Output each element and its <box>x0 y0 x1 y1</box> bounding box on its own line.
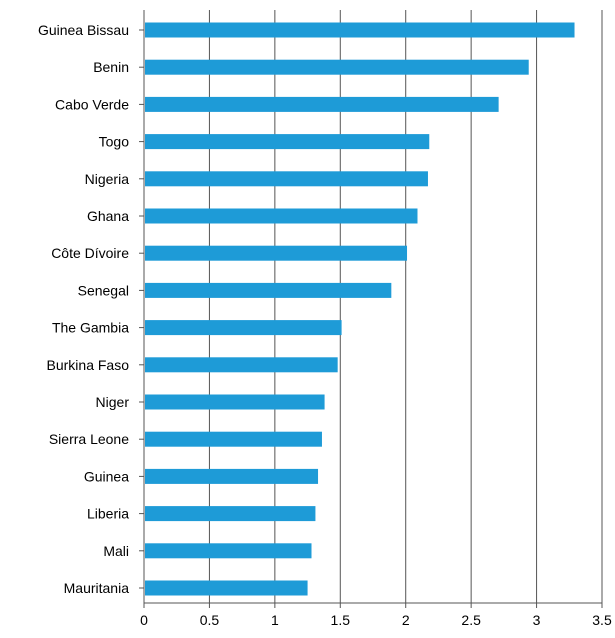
category-label: Mauritania <box>64 580 130 596</box>
x-tick-labels: 0 0.5 1 1.5 2 2.5 3 3.5 <box>140 612 612 628</box>
bar <box>145 59 529 75</box>
x-tick-label: 1.5 <box>331 612 351 628</box>
bar <box>145 320 342 336</box>
bar <box>145 134 430 150</box>
category-label: Côte Dívoire <box>51 245 129 261</box>
bar <box>145 580 308 596</box>
x-tick-label: 0.5 <box>200 612 220 628</box>
category-label: Mali <box>103 543 129 559</box>
category-label: Niger <box>96 394 130 410</box>
x-tick-label: 3 <box>533 612 541 628</box>
category-label: Guinea <box>84 468 129 484</box>
bar <box>145 431 322 447</box>
x-tick-label: 2.5 <box>461 612 481 628</box>
bar <box>145 245 408 261</box>
category-label: Togo <box>99 134 130 150</box>
bar <box>145 96 499 112</box>
category-label: Ghana <box>87 208 129 224</box>
bar <box>145 468 319 484</box>
axes <box>139 10 603 608</box>
x-tick-label: 0 <box>140 612 148 628</box>
category-label: The Gambia <box>52 320 129 336</box>
bars <box>145 22 575 596</box>
bar <box>145 208 418 224</box>
category-label: Guinea Bissau <box>38 22 129 38</box>
bar <box>145 506 316 522</box>
bar <box>145 22 575 38</box>
category-label: Benin <box>93 59 129 75</box>
bar <box>145 357 338 373</box>
category-label: Burkina Faso <box>47 357 130 373</box>
category-labels: Guinea Bissau Benin Cabo Verde Togo Nigeria G… <box>38 22 129 596</box>
x-tick-label: 3.5 <box>592 612 612 628</box>
category-label: Cabo Verde <box>55 96 129 112</box>
bar <box>145 282 392 298</box>
category-label: Nigeria <box>85 171 130 187</box>
bar <box>145 543 312 559</box>
bar <box>145 171 428 187</box>
bar <box>145 394 325 410</box>
x-tick-label: 1 <box>271 612 279 628</box>
x-tick-label: 2 <box>402 612 410 628</box>
category-label: Sierra Leone <box>49 431 129 447</box>
category-label: Senegal <box>78 282 129 298</box>
category-label: Liberia <box>87 506 129 522</box>
